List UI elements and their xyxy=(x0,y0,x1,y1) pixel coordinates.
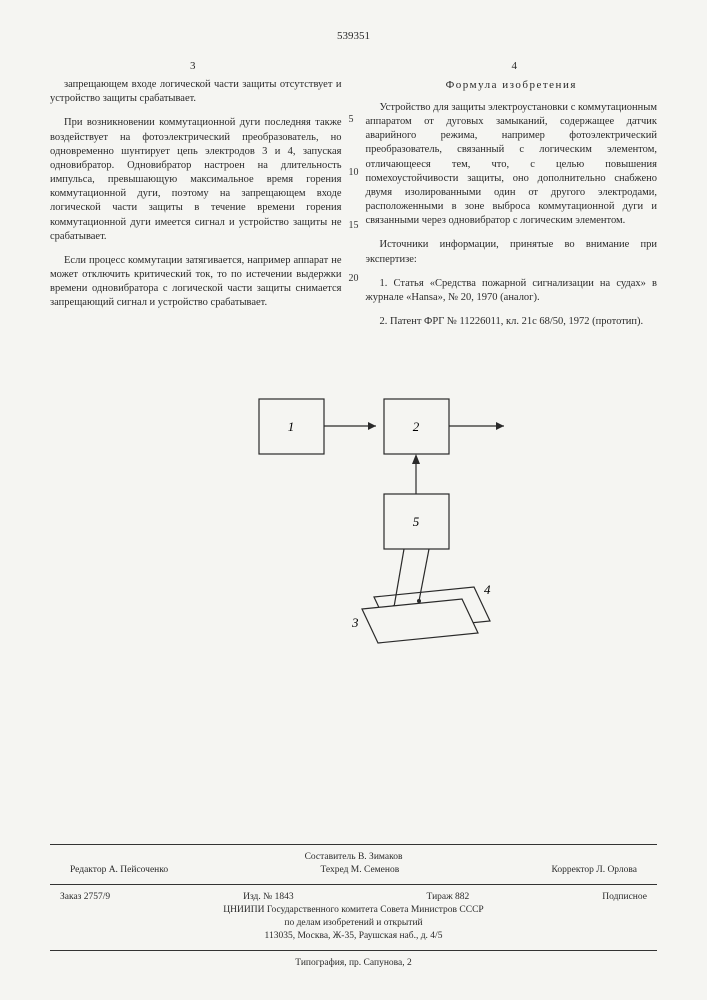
address: 113035, Москва, Ж-35, Раушская наб., д. … xyxy=(50,930,657,943)
izd: Изд. № 1843 xyxy=(243,891,293,904)
block-diagram: 1 2 5 3 4 xyxy=(50,369,657,669)
tirazh: Тираж 882 xyxy=(427,891,470,904)
diagram-svg: 1 2 5 3 4 xyxy=(74,369,634,669)
order: Заказ 2757/9 xyxy=(60,891,110,904)
left-column: запрещающем входе логической части защит… xyxy=(50,78,342,339)
line-marker: 10 xyxy=(349,167,359,178)
corrector: Корректор Л. Орлова xyxy=(552,864,637,877)
left-p3: Если процесс коммутации затягивается, на… xyxy=(50,254,342,311)
org1: ЦНИИПИ Государственного комитета Совета … xyxy=(50,904,657,917)
formula-title: Формула изобретения xyxy=(366,78,658,93)
subscription: Подписное xyxy=(602,891,647,904)
node-2-label: 2 xyxy=(412,419,419,434)
document-number: 539351 xyxy=(50,30,657,42)
node-5-label: 5 xyxy=(412,514,419,529)
line-markers: 5 10 15 20 xyxy=(349,78,359,284)
right-p1: Устройство для защиты электроустановки с… xyxy=(366,101,658,229)
page-num-left: 3 xyxy=(190,60,196,72)
sources-heading: Источники информации, принятые во вниман… xyxy=(366,238,658,266)
editor: Редактор А. Пейсоченко xyxy=(70,864,168,877)
techred: Техред М. Семенов xyxy=(320,864,399,877)
right-column: Формула изобретения Устройство для защит… xyxy=(366,78,658,339)
compiler: Составитель В. Зимаков xyxy=(50,851,657,864)
node-1-label: 1 xyxy=(287,419,294,434)
line-marker: 20 xyxy=(349,273,359,284)
left-p1: запрещающем входе логической части защит… xyxy=(50,78,342,106)
source-2: 2. Патент ФРГ № 11226011, кл. 21с 68/50,… xyxy=(366,315,658,329)
org2: по делам изобретений и открытий xyxy=(50,917,657,930)
source-1: 1. Статья «Средства пожарной сигнализаци… xyxy=(366,277,658,305)
electrode-3-label: 3 xyxy=(351,615,359,630)
typography: Типография, пр. Сапунова, 2 xyxy=(50,957,657,970)
line-marker: 15 xyxy=(349,220,359,231)
electrode-4-label: 4 xyxy=(484,582,491,597)
page-num-right: 4 xyxy=(512,60,518,72)
left-p2: При возникновении коммутационной дуги по… xyxy=(50,116,342,244)
line-marker: 5 xyxy=(349,114,359,125)
footer: Составитель В. Зимаков Редактор А. Пейсо… xyxy=(50,838,657,970)
